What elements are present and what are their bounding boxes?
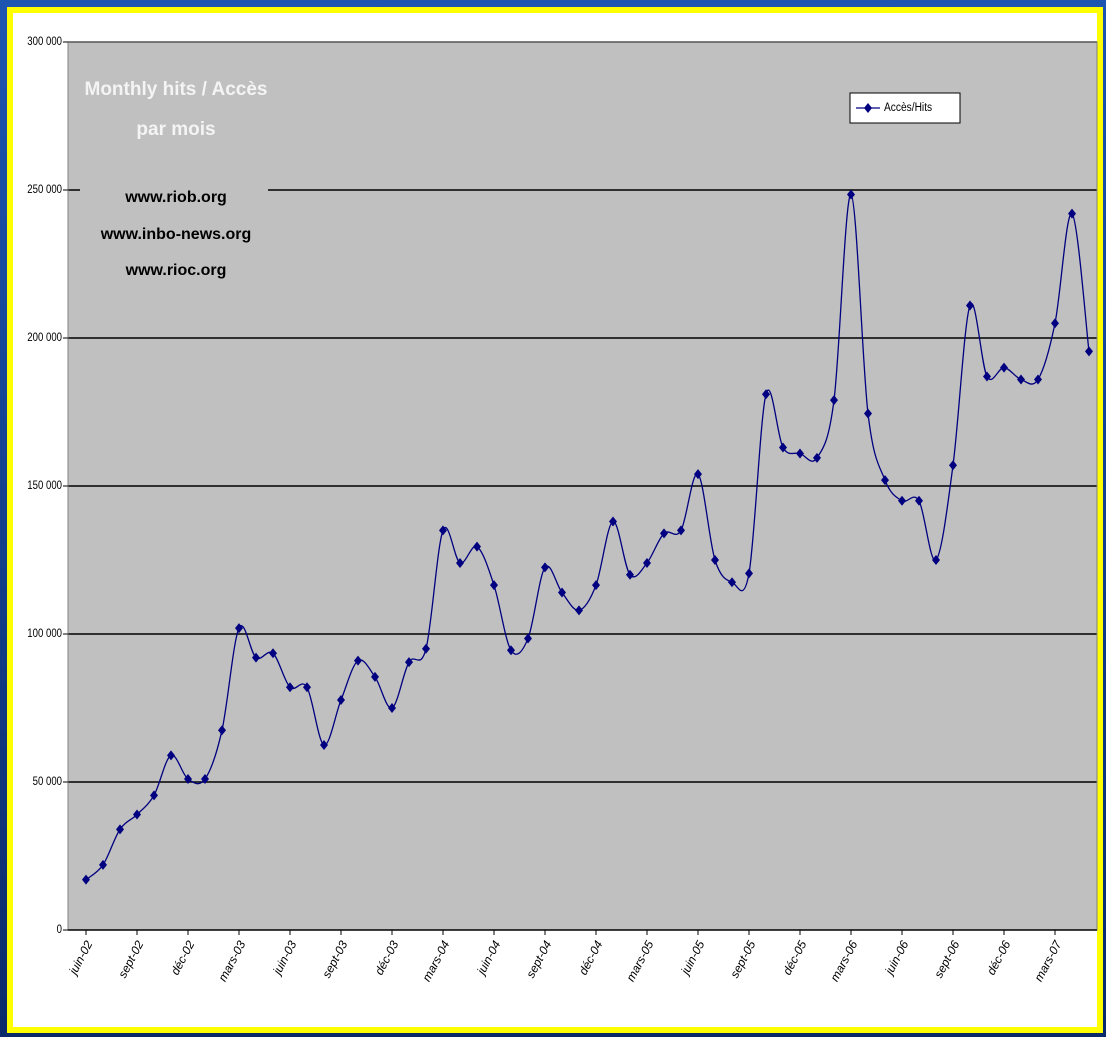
y-tick-label: 150 000 — [27, 479, 62, 492]
marker — [575, 605, 583, 616]
marker — [337, 695, 345, 706]
marker — [1017, 374, 1025, 385]
marker — [1000, 362, 1008, 373]
marker — [524, 633, 532, 644]
marker — [932, 555, 940, 565]
marker — [235, 623, 243, 634]
marker — [184, 774, 192, 785]
y-tick-label: 250 000 — [27, 183, 62, 196]
marker — [303, 682, 311, 693]
marker — [133, 809, 141, 820]
marker — [490, 580, 498, 591]
marker — [99, 859, 107, 870]
marker — [915, 495, 923, 506]
marker — [779, 442, 787, 453]
marker — [320, 740, 328, 750]
marker — [983, 371, 991, 382]
marker — [558, 587, 566, 598]
marker — [405, 657, 413, 668]
marker — [473, 541, 481, 552]
marker — [269, 648, 277, 659]
marker — [949, 460, 957, 471]
marker — [116, 824, 124, 835]
marker — [898, 495, 906, 506]
marker — [728, 577, 736, 588]
marker — [864, 408, 872, 419]
marker — [541, 562, 549, 573]
marker — [167, 750, 175, 761]
y-tick-label: 0 — [57, 923, 62, 936]
y-tick-label: 200 000 — [27, 331, 62, 344]
marker — [1034, 374, 1042, 385]
marker — [813, 452, 821, 463]
marker — [201, 774, 209, 785]
marker — [660, 528, 668, 539]
marker — [252, 652, 260, 663]
marker — [218, 725, 226, 736]
marker — [847, 189, 855, 200]
marker — [694, 469, 702, 480]
marker — [830, 395, 838, 406]
marker — [711, 555, 719, 565]
marker — [286, 682, 294, 693]
marker — [371, 671, 379, 682]
marker — [745, 568, 753, 579]
marker — [82, 874, 90, 885]
marker — [507, 645, 515, 656]
legend-marker — [864, 103, 872, 113]
marker — [150, 790, 158, 801]
marker — [1051, 318, 1059, 329]
marker — [439, 525, 447, 536]
marker — [626, 569, 634, 580]
y-tick-label: 100 000 — [27, 627, 62, 640]
marker — [1085, 346, 1093, 357]
legend-label: Accès/Hits — [884, 101, 933, 114]
marker — [966, 300, 974, 311]
marker — [643, 557, 651, 568]
marker — [609, 516, 617, 527]
marker — [796, 448, 804, 459]
annotation: www.rioc.org — [125, 262, 227, 279]
marker — [456, 557, 464, 568]
text-block — [80, 60, 268, 290]
marker — [592, 580, 600, 591]
chart-title: par mois — [136, 119, 215, 140]
marker — [762, 389, 770, 400]
annotation: www.inbo-news.org — [100, 226, 252, 243]
marker — [354, 655, 362, 666]
marker — [422, 643, 430, 654]
annotation: www.riob.org — [124, 189, 227, 206]
chart-title: Monthly hits / Accès — [85, 79, 268, 100]
marker — [1068, 208, 1076, 219]
y-tick-label: 50 000 — [33, 775, 62, 788]
marker — [881, 475, 889, 486]
marker — [677, 525, 685, 536]
y-tick-label: 300 000 — [27, 35, 62, 48]
marker — [388, 703, 396, 713]
